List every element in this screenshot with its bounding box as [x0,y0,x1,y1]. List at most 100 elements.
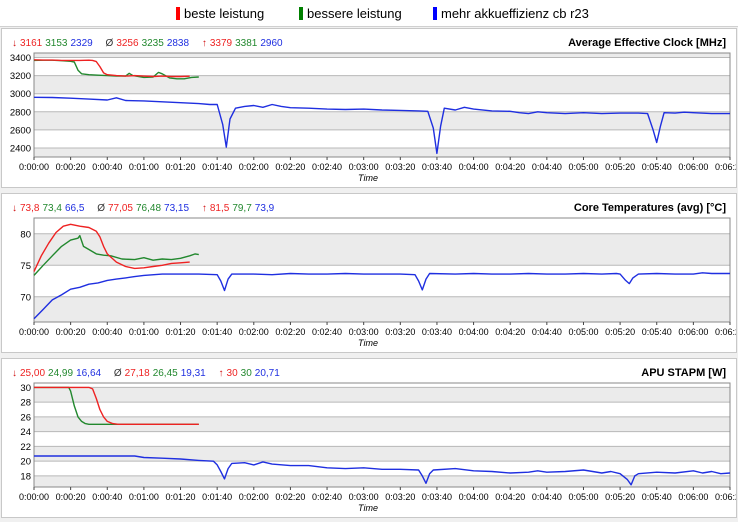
series-line-red [33,59,190,78]
plot-band [34,296,730,322]
chart-title: APU STAPM [W] [641,367,726,379]
y-tick-label: 80 [20,229,31,240]
chart-panel-clock: ↓ 3161 3153 2329 Ø 3256 3235 2838 ↑ 3379 3381 296… [1,28,737,188]
stat-avg-symbol: Ø [97,203,105,214]
plot-band [34,233,730,266]
x-tick-label: 0:04:40 [532,162,562,172]
x-tick-label: 0:00:00 [19,327,49,337]
plot-band [34,75,730,94]
plot-band [34,431,730,447]
legend-item-beste-leistung: beste leistung [176,6,264,21]
x-tick-label: 0:06:00 [678,327,708,337]
x-tick-label: 0:06:00 [678,162,708,172]
plot-band [34,93,730,112]
chart-plot-temperature: 70 75 80 0:00:00 0:00:20 0:00:40 0:01:00 0:01:2… [19,217,736,348]
stat-min-blue: 66,5 [64,203,85,214]
y-tick-label: 75 [20,261,31,272]
x-tick-label: 0:00:40 [92,327,122,337]
x-tick-label: 0:02:20 [275,162,305,172]
x-axis-label: Time [358,503,378,513]
x-tick-label: 0:01:00 [129,327,159,337]
legend-swatch-blue [433,7,437,20]
x-tick-label: 0:04:00 [459,327,489,337]
stat-max-blue: 2960 [260,38,283,49]
x-tick-label: 0:00:40 [92,492,122,502]
y-tick-label: 26 [20,412,31,423]
x-tick-label: 0:03:00 [349,492,379,502]
stat-min-red: 25,00 [20,368,46,379]
x-tick-label: 0:03:40 [422,162,452,172]
y-tick-label: 2600 [10,125,31,136]
plot-band [34,218,730,234]
x-tick-label: 0:03:20 [385,492,415,502]
x-tick-label: 0:00:20 [56,492,86,502]
x-tick-label: 0:02:00 [239,162,269,172]
y-tick-label: 30 [20,383,31,394]
plot-band [34,402,730,417]
y-tick-label: 70 [20,292,31,303]
stat-avg-red: 3256 [116,38,139,49]
series-line-green [33,234,199,276]
legend-label: beste leistung [184,6,265,21]
y-tick-label: 3400 [10,53,31,64]
series-line-red [33,223,190,272]
x-tick-label: 0:06:20 [715,492,736,502]
plot-band [34,147,730,157]
x-tick-label: 0:04:00 [459,492,489,502]
x-tick-label: 0:01:00 [129,162,159,172]
series-line-blue [34,455,731,486]
x-tick-label: 0:05:00 [568,492,598,502]
x-tick-label: 0:05:40 [642,492,672,502]
stat-max-green: 79,7 [232,203,252,214]
stat-avg-green: 76,48 [136,203,162,214]
stat-min-green: 73,4 [42,203,62,214]
y-tick-label: 24 [20,427,31,438]
stat-min-green: 24,99 [48,368,74,379]
chart-panel-apu-stapm: ↓ 25,00 24,99 16,64 Ø 27,18 26,45 19,31 ↑ 30 30 2… [1,358,737,518]
stat-max-blue: 73,9 [254,203,275,214]
legend-item-mehr-akkueffizienz: mehr akkueffizienz cb r23 [433,6,589,21]
plot-frame [33,52,731,158]
stat-avg-green: 26,45 [152,368,178,379]
stat-max-blue: 20,71 [254,368,280,379]
plot-band [34,475,730,487]
x-tick-label: 0:06:20 [715,327,736,337]
y-tick-label: 3200 [10,71,31,82]
series-line-blue [33,272,730,320]
series-line-blue [33,96,730,155]
stat-min-red: 3161 [20,38,43,49]
legend: beste leistung bessere leistung mehr akk… [0,0,738,27]
stat-min-blue: 16,64 [76,368,102,379]
stat-min-symbol: ↓ [12,203,17,214]
x-tick-label: 0:04:40 [532,327,562,337]
x-tick-label: 0:03:20 [385,327,415,337]
x-tick-label: 0:02:40 [312,162,342,172]
plot-band [34,111,730,130]
x-tick-label: 0:02:40 [312,327,342,337]
stat-max-symbol: ↑ [201,203,207,214]
stat-max-green: 3381 [235,38,258,49]
chart-title: Average Effective Clock [MHz] [568,37,726,49]
x-tick-label: 0:05:00 [568,162,598,172]
x-tick-label: 0:04:00 [459,162,489,172]
x-tick-label: 0:05:20 [605,327,635,337]
plot-band [34,461,730,476]
x-tick-label: 0:00:20 [56,162,86,172]
chart-plot-apu-stapm: 18 20 22 24 26 28 30 0:00:00 0:00:20 0:00:40 0:01:… [19,382,736,513]
y-tick-label: 2400 [10,143,31,154]
x-tick-label: 0:04:20 [495,327,525,337]
x-tick-label: 0:05:40 [642,162,672,172]
x-tick-label: 0:01:40 [202,162,232,172]
stat-min-symbol: ↓ [12,38,17,49]
stat-min-blue: 2329 [70,38,93,49]
x-tick-label: 0:00:20 [56,327,86,337]
x-tick-label: 0:06:00 [678,492,708,502]
y-tick-label: 2800 [10,107,31,118]
stat-min-symbol: ↓ [12,368,17,379]
x-tick-label: 0:01:40 [202,492,232,502]
y-tick-label: 20 [20,457,31,468]
x-tick-label: 0:01:40 [202,327,232,337]
x-tick-label: 0:03:00 [349,162,379,172]
x-tick-label: 0:05:20 [605,162,635,172]
stat-avg-green: 3235 [141,38,164,49]
